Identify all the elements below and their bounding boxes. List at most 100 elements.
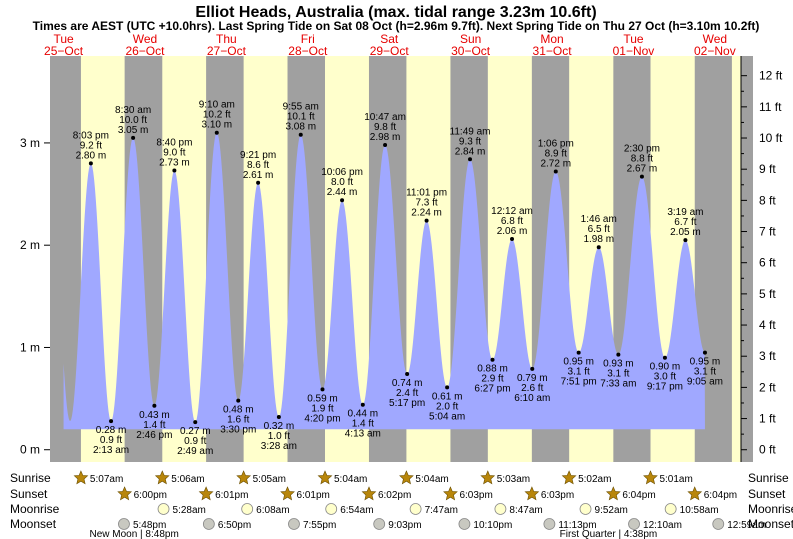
tide-label-text: 1.9 ft [311, 403, 333, 414]
sunset-time: 6:01pm [215, 490, 248, 501]
day-header-dow: Sun [460, 32, 481, 46]
sunrise-time: 5:04am [334, 474, 367, 485]
tide-label-text: 3.10 m [202, 120, 233, 131]
sun-icon [198, 486, 214, 501]
sun-icon [280, 486, 295, 501]
high-tide-point [639, 174, 644, 179]
moon-icon [118, 518, 130, 530]
chart-subtitle: Times are AEST (UTC +10.0hrs). Last Spri… [33, 19, 760, 33]
sun-icon [317, 470, 333, 485]
low-tide-point [109, 419, 114, 424]
tide-label-text: 2.67 m [627, 164, 658, 175]
right-tick-label: 5 ft [759, 287, 776, 301]
sunrise-time: 5:03am [497, 474, 530, 485]
day-header-date: 30−Oct [451, 44, 491, 58]
moon-icon [288, 518, 300, 530]
tide-label-text: 2:30 pm [624, 144, 660, 155]
tide-label-text: 10.1 ft [287, 112, 315, 123]
tide-label-text: 8:30 am [115, 105, 151, 116]
sunset-time: 6:03pm [459, 490, 492, 501]
tide-label-text: 0.43 m [139, 410, 170, 421]
tide-label-text: 1.98 m [583, 234, 614, 245]
day-header-date: 26−Oct [125, 44, 165, 58]
tide-label-text: 11:49 am [450, 126, 491, 137]
right-tick-label: 1 ft [759, 412, 776, 426]
tide-label-text: 3.08 m [285, 122, 316, 133]
sunrise-time: 5:01am [659, 474, 692, 485]
low-tide-point [320, 387, 325, 392]
low-tide-point [616, 352, 621, 357]
tide-label-text: 7:33 am [600, 379, 636, 390]
high-tide-point [88, 161, 93, 166]
tide-label-text: 9.0 ft [163, 148, 185, 159]
day-header-date: 02−Nov [694, 44, 736, 58]
high-tide-point [172, 168, 177, 173]
moon-icon [494, 503, 507, 515]
moon-icon [579, 503, 592, 515]
tide-label-text: 0.74 m [392, 378, 423, 389]
sun-icon [236, 470, 252, 485]
high-tide-point [256, 180, 261, 185]
tide-label-text: 0.48 m [223, 405, 254, 416]
day-header-dow: Thu [216, 32, 237, 46]
tide-label-text: 0.28 m [96, 425, 127, 436]
high-tide-point [214, 130, 219, 135]
sun-icon [117, 486, 133, 501]
tide-label-text: 9.3 ft [459, 136, 481, 147]
right-tick-label: 12 ft [759, 69, 783, 83]
tide-label-text: 8.9 ft [545, 149, 567, 160]
day-header-date: 27−Oct [207, 44, 247, 58]
tide-label-text: 0.95 m [563, 357, 594, 368]
moonrise-time: 8:47am [509, 505, 542, 516]
day-header-dow: Fri [301, 32, 315, 46]
tide-label-text: 10:06 pm [321, 167, 363, 178]
moon-phase: New Moon | 8:48pm [89, 529, 178, 539]
sun-icon [561, 470, 577, 485]
day-header-date: 01−Nov [613, 44, 655, 58]
left-axis-meters: 0 m 1 m 2 m 3 m [20, 136, 50, 457]
sunset-label-right: Sunset [748, 487, 786, 501]
sunrise-time: 5:04am [415, 474, 448, 485]
tide-label-text: 5:17 pm [389, 398, 425, 409]
moon-icon [241, 503, 254, 515]
sunset-time: 6:04pm [704, 490, 737, 501]
day-header-dow: Wed [703, 32, 727, 46]
tide-label-text: 1.4 ft [352, 419, 374, 430]
high-tide-point [510, 237, 515, 242]
tide-label-text: 0.59 m [307, 393, 338, 404]
high-tide-point [424, 218, 429, 223]
tide-label-text: 2.6 ft [521, 383, 543, 394]
sunset-label-left: Sunset [10, 487, 48, 501]
tide-labels: 8:03 pm9.2 ft2.80 m0.28 m0.9 ft2:13 am8:… [73, 100, 723, 457]
moon-icon [712, 518, 725, 530]
tide-label-text: 9.2 ft [80, 140, 102, 151]
low-tide-point [702, 350, 707, 355]
tide-label-text: 8.6 ft [247, 160, 269, 171]
tide-label-text: 0.79 m [517, 373, 548, 384]
left-tick-label: 3 m [20, 136, 40, 150]
moonrise-time: 6:54am [340, 505, 373, 516]
sun-icon [443, 486, 458, 501]
moon-icon [543, 518, 556, 530]
chart-title: Elliot Heads, Australia (max. tidal rang… [195, 4, 596, 21]
low-tide-point [360, 402, 365, 407]
tide-label-text: 2:13 am [93, 445, 129, 456]
tide-label-text: 11:01 pm [406, 188, 447, 199]
tide-label-text: 1:46 am [581, 214, 617, 225]
tide-label-text: 2:46 pm [136, 430, 172, 441]
moonrise-time: 10:58am [680, 505, 719, 516]
tide-label-text: 1.6 ft [227, 415, 249, 426]
right-tick-label: 7 ft [759, 225, 776, 239]
tide-label-text: 6.7 ft [674, 217, 696, 228]
day-header-date: 28−Oct [288, 44, 328, 58]
low-tide-point [276, 415, 281, 420]
low-tide-point [405, 372, 410, 377]
low-tide-point [576, 350, 581, 355]
right-tick-label: 3 ft [759, 349, 776, 363]
sunset-time: 6:01pm [297, 490, 330, 501]
high-tide-point [383, 142, 388, 147]
tide-label-text: 3.1 ft [607, 369, 629, 380]
tide-label-text: 6:27 pm [474, 384, 510, 395]
sun-icon [643, 470, 658, 485]
tide-label-text: 4:13 am [345, 429, 381, 440]
